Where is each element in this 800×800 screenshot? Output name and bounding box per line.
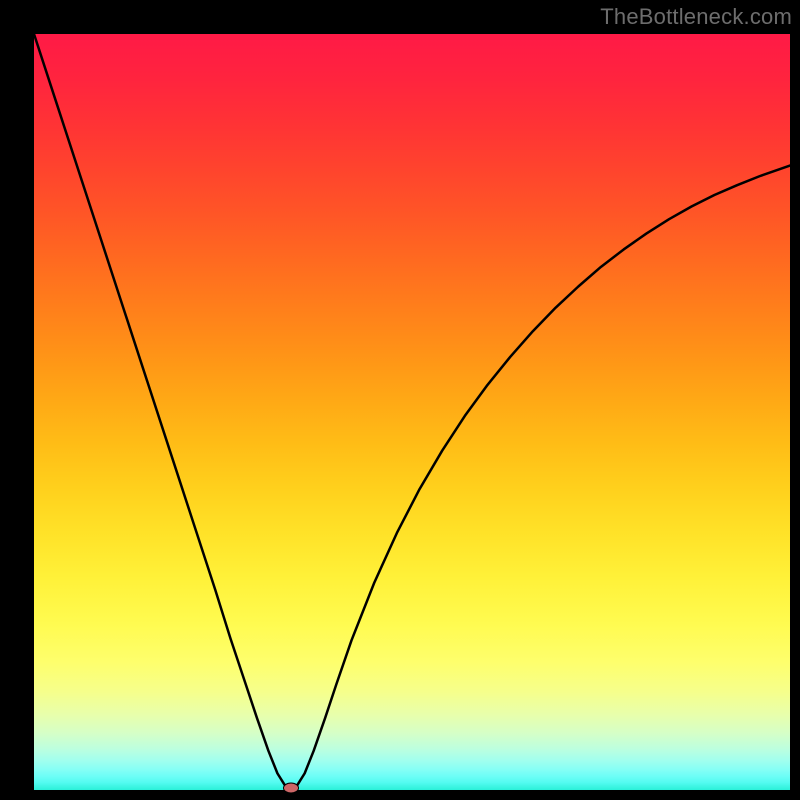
- curve-path: [34, 34, 790, 790]
- bottleneck-curve: [34, 34, 790, 790]
- minimum-marker: [283, 783, 299, 794]
- watermark-text: TheBottleneck.com: [600, 4, 792, 30]
- chart-container: TheBottleneck.com: [0, 0, 800, 800]
- plot-area: [34, 34, 790, 790]
